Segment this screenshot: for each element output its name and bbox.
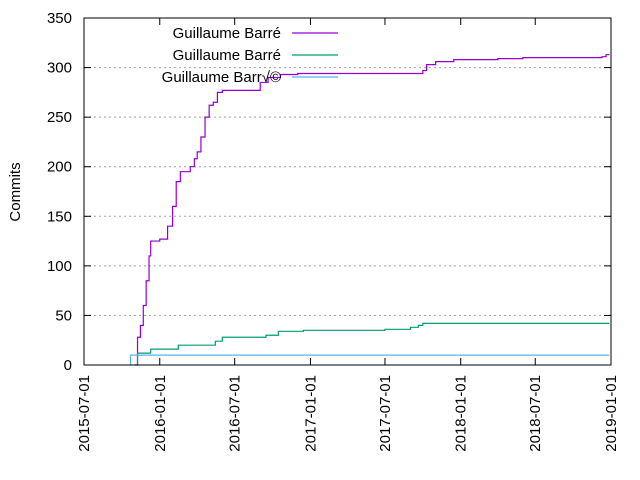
- y-tick-label: 150: [47, 208, 72, 225]
- y-tick-label: 100: [47, 258, 72, 275]
- legend-label-3: Guillaume Barr√©: [162, 69, 281, 86]
- gridlines: [84, 67, 611, 316]
- y-tick-label: 50: [55, 307, 72, 324]
- x-tick-label: 2017-07-01: [377, 375, 394, 452]
- y-tick-label: 350: [47, 10, 72, 27]
- y-tick-label: 200: [47, 159, 72, 176]
- y-tick-label: 300: [47, 60, 72, 77]
- x-tick-label: 2017-01-01: [302, 375, 319, 452]
- series-lines: [129, 54, 610, 366]
- x-tick-label: 2018-01-01: [453, 375, 470, 452]
- y-tick-label: 250: [47, 109, 72, 126]
- x-tick-label: 2016-07-01: [227, 375, 244, 452]
- series-line-3: [129, 354, 610, 366]
- x-tick-label: 2018-07-01: [527, 375, 544, 452]
- y-axis-ticks: 0 50 100 150 200 250 300 350: [47, 10, 611, 374]
- x-tick-label: 2016-01-01: [152, 375, 169, 452]
- legend: Guillaume Barré Guillaume Barré Guillaume …: [162, 25, 338, 86]
- legend-label-2: Guillaume Barré: [173, 47, 281, 64]
- legend-label-1: Guillaume Barré: [173, 25, 281, 42]
- plot-frame: [83, 17, 612, 366]
- series-line-2: [136, 322, 610, 366]
- series-line-1: [134, 54, 610, 366]
- x-axis-ticks: 2015-07-01 2016-01-01 2016-07-01 2017-01-01…: [76, 18, 620, 452]
- x-tick-label: 2015-07-01: [76, 375, 93, 452]
- y-axis-title: Commits: [7, 162, 24, 221]
- x-tick-label: 2019-01-01: [603, 375, 620, 452]
- y-tick-label: 0: [64, 357, 72, 374]
